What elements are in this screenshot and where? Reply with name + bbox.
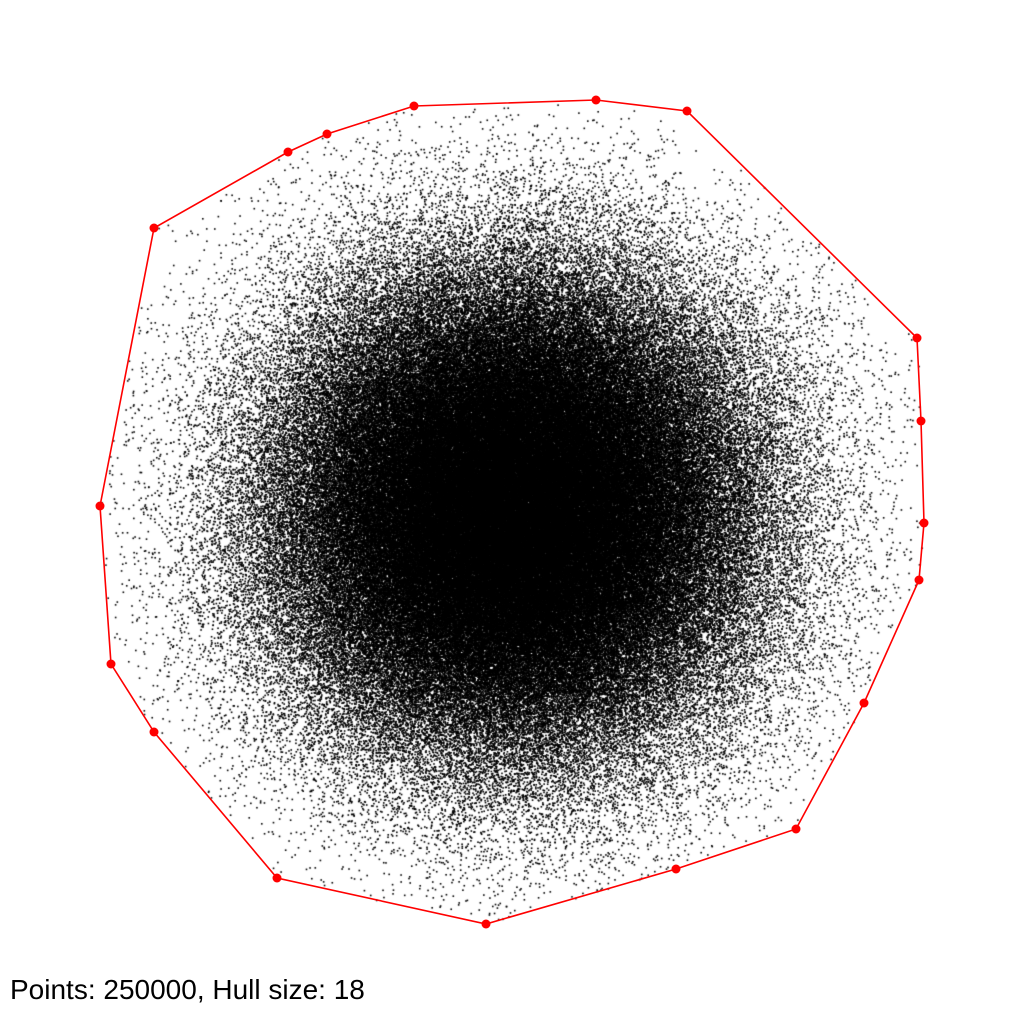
hull-vertex-17 xyxy=(283,147,293,157)
hull-vertex-12 xyxy=(272,873,282,883)
hull-vertex-11 xyxy=(481,919,491,929)
hull-vertex-8 xyxy=(859,698,869,708)
hull-vertex-7 xyxy=(914,575,924,585)
hull-vertex-4 xyxy=(912,333,922,343)
hull-vertex-15 xyxy=(95,501,105,511)
hull-vertex-9 xyxy=(791,824,801,834)
hull-vertex-18 xyxy=(322,129,332,139)
hull-polygon xyxy=(99,99,925,925)
hull-vertex-1 xyxy=(409,101,419,111)
hull-vertex-2 xyxy=(591,95,601,105)
hull-vertex-13 xyxy=(149,727,159,737)
hull-vertex-3 xyxy=(682,106,692,116)
hull-vertex-14 xyxy=(106,659,116,669)
caption-text: Points: 250000, Hull size: 18 xyxy=(10,974,365,1005)
hull-vertex-10 xyxy=(671,864,681,874)
hull-vertex-6 xyxy=(919,518,929,528)
hull-vertex-16 xyxy=(149,223,159,233)
hull-vertex-5 xyxy=(916,416,926,426)
